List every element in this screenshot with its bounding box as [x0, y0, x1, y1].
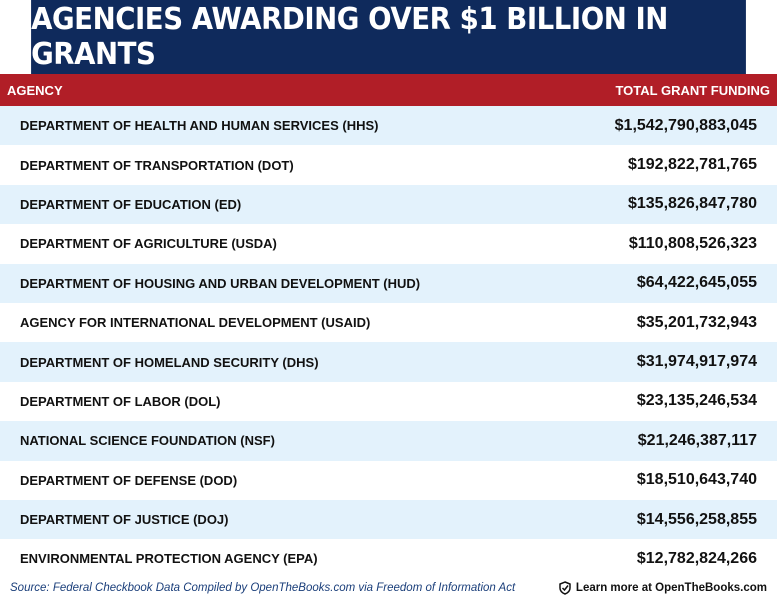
column-header: TOTAL GRANT FUNDING	[615, 82, 770, 98]
agency: DEPARTMENT OF LABOR (DOL)	[20, 393, 221, 409]
funding: $1,542,790,883,045	[614, 116, 757, 134]
funding: $18,510,643,740	[636, 471, 757, 489]
table-row: DEPARTMENT OF HEALTH AND HUMAN SERVICES …	[0, 106, 777, 146]
table-row: ENVIRONMENTAL PROTECTION AGENCY (EPA) $12…	[0, 539, 777, 578]
table-row: DEPARTMENT OF JUSTICE (DOJ) $14,556,258,8…	[0, 499, 777, 540]
agency: DEPARTMENT OF DEFENSE (DOD)	[20, 472, 238, 488]
funding: $192,822,781,765	[627, 156, 757, 174]
footer: Source: Federal Checkbook Data Compiled …	[0, 576, 777, 600]
funding: $12,782,824,266	[636, 549, 757, 567]
table-row: AGENCY FOR INTERNATIONAL DEVELOPMENT (US…	[0, 303, 777, 342]
source: Source: Federal Checkbook Data Compiled …	[10, 582, 516, 594]
check-icon	[559, 581, 571, 595]
table-row: DEPARTMENT OF EDUCATION (ED) $135,826,847…	[0, 184, 777, 225]
table-row: DEPARTMENT OF DEFENSE (DOD) $18,510,643,7…	[0, 461, 777, 500]
table-body: DEPARTMENT OF HEALTH AND HUMAN SERVICES …	[0, 106, 777, 579]
agency: NATIONAL SCIENCE FOUNDATION (NSF)	[20, 433, 275, 449]
funding: $35,201,732,943	[636, 313, 757, 331]
agency: DEPARTMENT OF AGRICULTURE (USDA)	[20, 236, 277, 252]
agency: DEPARTMENT OF HOUSING AND URBAN DEVELOPM…	[20, 275, 421, 291]
agency: DEPARTMENT OF TRANSPORTATION (DOT)	[20, 157, 294, 173]
link-area: Learn more at OpenTheBooks.com	[558, 581, 767, 595]
funding: $110,808,526,323	[628, 234, 757, 252]
agency: AGENCY FOR INTERNATIONAL DEVELOPMENT (US…	[20, 315, 371, 331]
agency: DEPARTMENT OF HEALTH AND HUMAN SERVICES …	[20, 118, 379, 134]
funding: $135,826,847,780	[627, 195, 757, 213]
table-row: NATIONAL SCIENCE FOUNDATION (NSF) $21,246…	[0, 421, 777, 461]
agency: DEPARTMENT OF HOMELAND SECURITY (DHS)	[20, 354, 319, 370]
agency: DEPARTMENT OF EDUCATION (ED)	[20, 196, 242, 212]
table-row: DEPARTMENT OF LABOR (DOL) $23,135,246,534	[0, 382, 777, 421]
agency: ENVIRONMENTAL PROTECTION AGENCY (EPA)	[20, 551, 318, 567]
table-header: AGENCY TOTAL GRANT FUNDING	[0, 74, 777, 106]
funding: $21,246,387,117	[637, 431, 757, 449]
link[interactable]: Learn more at OpenTheBooks.com	[575, 582, 767, 594]
funding: $31,974,917,974	[636, 353, 757, 371]
agency: DEPARTMENT OF JUSTICE (DOJ)	[20, 512, 229, 528]
table-row: DEPARTMENT OF HOMELAND SECURITY (DHS) $31…	[0, 342, 777, 382]
funding: $14,556,258,855	[636, 510, 757, 528]
funding: $23,135,246,534	[636, 392, 757, 410]
table-row: DEPARTMENT OF TRANSPORTATION (DOT) $192,8…	[0, 145, 777, 184]
column-header: AGENCY	[7, 82, 63, 98]
title: AGENCIES AWARDING OVER $1 BILLION IN GRA…	[31, 0, 746, 74]
table-row: DEPARTMENT OF HOUSING AND URBAN DEVELOPM…	[0, 263, 777, 303]
funding: $64,422,645,055	[636, 274, 757, 292]
table-row: DEPARTMENT OF AGRICULTURE (USDA) $110,808…	[0, 224, 777, 263]
